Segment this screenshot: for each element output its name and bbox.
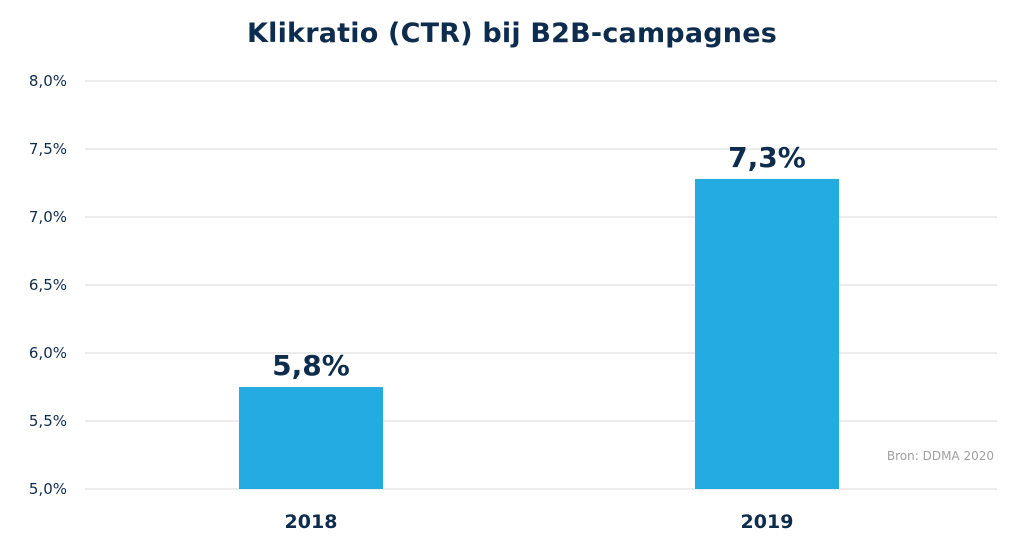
x-tick-label-2018: 2018: [285, 511, 338, 533]
y-axis-tick-labels: 5,0% 5,5% 6,0% 6,5% 7,0% 7,5% 8,0%: [29, 72, 67, 498]
source-note: Bron: DDMA 2020: [886, 449, 994, 463]
chart-title: Klikratio (CTR) bij B2B-campagnes: [247, 18, 777, 49]
gridlines: [85, 80, 997, 490]
bar-2018: [239, 387, 383, 489]
bar-data-labels: 5,8% 7,3%: [272, 141, 806, 382]
x-tick-label-2019: 2019: [741, 511, 794, 533]
y-tick-label: 5,5%: [29, 412, 67, 430]
y-tick-label: 6,0%: [29, 344, 67, 362]
y-tick-label: 5,0%: [29, 480, 67, 498]
x-axis-tick-labels: 2018 2019: [285, 511, 794, 533]
y-tick-label: 6,5%: [29, 276, 67, 294]
y-tick-label: 7,5%: [29, 140, 67, 158]
data-label-2019: 7,3%: [728, 141, 806, 174]
y-tick-label: 7,0%: [29, 208, 67, 226]
y-tick-label: 8,0%: [29, 72, 67, 90]
data-label-2018: 5,8%: [272, 349, 350, 382]
bar-2019: [695, 178, 839, 490]
bars: [239, 178, 839, 490]
